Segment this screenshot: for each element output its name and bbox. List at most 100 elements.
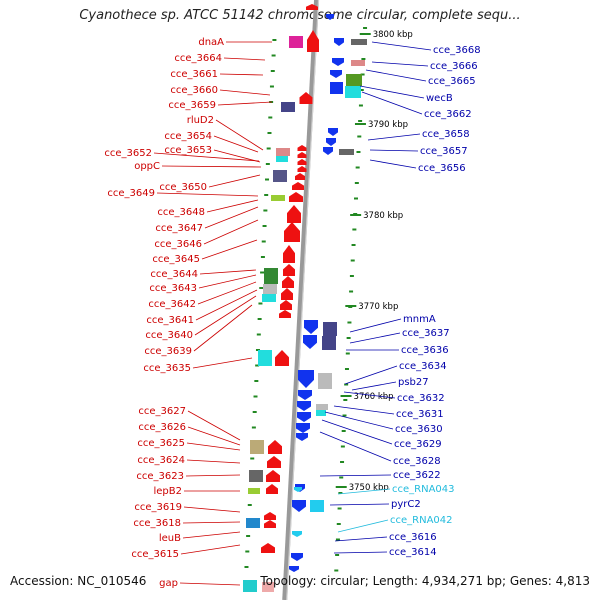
gene-feature-box: [330, 82, 343, 94]
gene-label-cce_3652[interactable]: cce_3652: [104, 148, 152, 159]
gene-feature-box: [263, 284, 277, 294]
gene-label-cce_3649[interactable]: cce_3649: [107, 188, 155, 199]
gene-label-cce_3647[interactable]: cce_3647: [155, 223, 203, 234]
kbp-label: 3770 kbp: [358, 302, 398, 312]
gene-feature-box: [249, 470, 263, 482]
gene-feature-box: [310, 500, 324, 512]
gene-label-cce_3656[interactable]: cce_3656: [418, 163, 466, 174]
gene-label-rluD2[interactable]: rluD2: [187, 115, 214, 126]
gene-label-cce_3644[interactable]: cce_3644: [150, 269, 198, 280]
gene-label-cce_3657[interactable]: cce_3657: [420, 146, 468, 157]
gene-label-cce_3640[interactable]: cce_3640: [145, 330, 193, 341]
rna-feature: [294, 487, 302, 492]
gene-leader-line: [365, 69, 427, 82]
gene-label-leuB[interactable]: leuB: [159, 533, 181, 544]
gene-label-cce_3661[interactable]: cce_3661: [170, 69, 218, 80]
gene-label-cce_3653[interactable]: cce_3653: [164, 145, 212, 156]
gene-label-cce_3646[interactable]: cce_3646: [154, 239, 202, 250]
gene-reverse-arrow: [291, 553, 303, 561]
gene-label-cce_3614[interactable]: cce_3614: [389, 547, 437, 558]
gene-label-cce_3648[interactable]: cce_3648: [157, 207, 205, 218]
gene-label-cce_3654[interactable]: cce_3654: [164, 131, 212, 142]
gene-label-cce_3634[interactable]: cce_3634: [399, 361, 447, 372]
gene-label-oppC[interactable]: oppC: [134, 161, 160, 172]
kbp-label: 3780 kbp: [363, 211, 403, 221]
gene-leader-line: [319, 474, 392, 477]
gene-label-cce_3618[interactable]: cce_3618: [133, 518, 181, 529]
kbp-label: 3790 kbp: [368, 120, 408, 130]
gene-label-cce_3619[interactable]: cce_3619: [134, 502, 182, 513]
gene-feature-box: [316, 410, 326, 416]
gene-leader-line: [359, 85, 425, 99]
gene-label-cce_3660[interactable]: cce_3660: [170, 85, 218, 96]
gene-leader-line: [179, 582, 241, 586]
gene-label-cce_3632[interactable]: cce_3632: [397, 393, 445, 404]
gene-leader-line: [369, 159, 417, 169]
gene-leader-line: [186, 442, 241, 451]
gene-reverse-arrow: [297, 401, 311, 411]
gene-label-cce_3626[interactable]: cce_3626: [138, 422, 186, 433]
gene-label-cce_3636[interactable]: cce_3636: [401, 345, 449, 356]
gene-label-cce_3662[interactable]: cce_3662: [424, 109, 472, 120]
gene-leader-line: [161, 165, 262, 168]
gene-forward-arrow: [297, 159, 307, 165]
gene-leader-line: [201, 239, 258, 260]
gene-feature-box: [276, 156, 288, 162]
gene-label-cce_3643[interactable]: cce_3643: [149, 283, 197, 294]
gene-leader-line: [185, 474, 241, 477]
gene-label-cce_3615[interactable]: cce_3615: [131, 549, 179, 560]
gene-label-cce_3624[interactable]: cce_3624: [137, 455, 185, 466]
gene-feature-box: [262, 294, 276, 302]
gene-label-cce_3637[interactable]: cce_3637: [402, 328, 450, 339]
gene-leader-line: [361, 91, 423, 115]
gene-forward-arrow: [282, 276, 294, 288]
gene-label-psb27[interactable]: psb27: [398, 377, 429, 388]
gene-feature-box: [243, 580, 257, 592]
gene-leader-line: [217, 101, 273, 106]
gene-label-cce_3658[interactable]: cce_3658: [422, 129, 470, 140]
kbp-label: 3800 kbp: [373, 30, 413, 40]
gene-label-cce_3627[interactable]: cce_3627: [138, 406, 186, 417]
gene-label-dnaA[interactable]: dnaA: [198, 37, 224, 48]
gene-label-cce_3625[interactable]: cce_3625: [137, 438, 185, 449]
gene-label-cce_RNA042[interactable]: cce_RNA042: [390, 515, 453, 526]
gene-leader-line: [369, 149, 419, 152]
gene-label-lepB2[interactable]: lepB2: [153, 486, 182, 497]
gene-label-cce_RNA043[interactable]: cce_RNA043: [392, 484, 455, 495]
gene-leader-line: [199, 269, 257, 275]
gene-label-cce_3622[interactable]: cce_3622: [393, 470, 441, 481]
gene-label-cce_3623[interactable]: cce_3623: [136, 471, 184, 482]
gene-feature-box: [273, 170, 287, 182]
gene-forward-arrow: [295, 173, 305, 180]
gene-label-mnmA[interactable]: mnmA: [403, 314, 436, 325]
gene-label-cce_3635[interactable]: cce_3635: [143, 363, 191, 374]
topology-summary: Topology: circular; Length: 4,934,271 bp…: [260, 574, 590, 588]
gene-label-cce_3641[interactable]: cce_3641: [146, 315, 194, 326]
gene-leader-line: [344, 365, 398, 385]
gene-label-wecB[interactable]: wecB: [426, 93, 453, 104]
gene-label-cce_3628[interactable]: cce_3628: [393, 456, 441, 467]
gene-feature-box: [316, 404, 328, 410]
gene-label-cce_3639[interactable]: cce_3639: [144, 346, 192, 357]
gene-label-cce_3668[interactable]: cce_3668: [433, 45, 481, 56]
gene-feature-box: [281, 102, 295, 112]
gene-label-gap[interactable]: gap: [159, 578, 178, 589]
gene-label-pyrC2[interactable]: pyrC2: [391, 499, 421, 510]
gene-label-cce_3630[interactable]: cce_3630: [395, 424, 443, 435]
gene-reverse-arrow: [296, 423, 310, 433]
gene-label-cce_3629[interactable]: cce_3629: [394, 439, 442, 450]
gene-label-cce_3650[interactable]: cce_3650: [159, 182, 207, 193]
gene-feature-box: [289, 36, 303, 48]
gene-label-cce_3664[interactable]: cce_3664: [174, 53, 222, 64]
gene-reverse-arrow: [334, 38, 344, 46]
gene-label-cce_3665[interactable]: cce_3665: [428, 76, 476, 87]
gene-label-cce_3645[interactable]: cce_3645: [152, 254, 200, 265]
gene-label-cce_3642[interactable]: cce_3642: [148, 299, 196, 310]
gene-label-cce_3616[interactable]: cce_3616: [389, 532, 437, 543]
gene-forward-arrow: [279, 310, 291, 318]
gene-label-cce_3666[interactable]: cce_3666: [430, 61, 478, 72]
gene-reverse-arrow: [332, 58, 344, 66]
gene-label-cce_3659[interactable]: cce_3659: [168, 100, 216, 111]
gene-label-cce_3631[interactable]: cce_3631: [396, 409, 444, 420]
